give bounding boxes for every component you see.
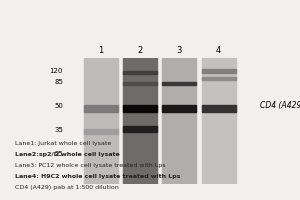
Text: CD4 (A429): CD4 (A429) xyxy=(260,101,300,110)
Bar xyxy=(162,58,196,184)
Bar xyxy=(202,69,236,73)
Text: 2: 2 xyxy=(137,46,142,55)
Text: 25: 25 xyxy=(54,151,63,157)
Text: Lane3: PC12 wholce cell lysate treated with Lps: Lane3: PC12 wholce cell lysate treated w… xyxy=(15,163,166,168)
Bar xyxy=(84,105,118,112)
Text: 50: 50 xyxy=(54,103,63,109)
Text: 1: 1 xyxy=(98,46,103,55)
Bar xyxy=(84,58,118,184)
Bar xyxy=(123,58,157,184)
Text: 3: 3 xyxy=(177,46,182,55)
Bar xyxy=(162,82,196,85)
Text: CD4 (A429) pab at 1:500 dilution: CD4 (A429) pab at 1:500 dilution xyxy=(15,185,119,190)
Text: Lane4: H9C2 whole cell lysate treated with Lps: Lane4: H9C2 whole cell lysate treated wi… xyxy=(15,174,180,179)
Text: 35: 35 xyxy=(54,127,63,133)
Bar xyxy=(202,105,236,112)
Text: 4: 4 xyxy=(216,46,221,55)
Bar xyxy=(123,71,157,74)
Bar xyxy=(84,129,118,134)
Bar xyxy=(123,126,157,132)
Text: Lane1: Jurkat whole cell lysate: Lane1: Jurkat whole cell lysate xyxy=(15,141,111,146)
Bar xyxy=(202,77,236,80)
Bar xyxy=(123,82,157,85)
Text: 85: 85 xyxy=(54,79,63,85)
Text: 120: 120 xyxy=(50,68,63,74)
Bar xyxy=(123,105,157,112)
Bar xyxy=(202,58,236,184)
Bar xyxy=(162,105,196,112)
Text: Lane2:sp2/D whole cell lysate: Lane2:sp2/D whole cell lysate xyxy=(15,152,120,157)
